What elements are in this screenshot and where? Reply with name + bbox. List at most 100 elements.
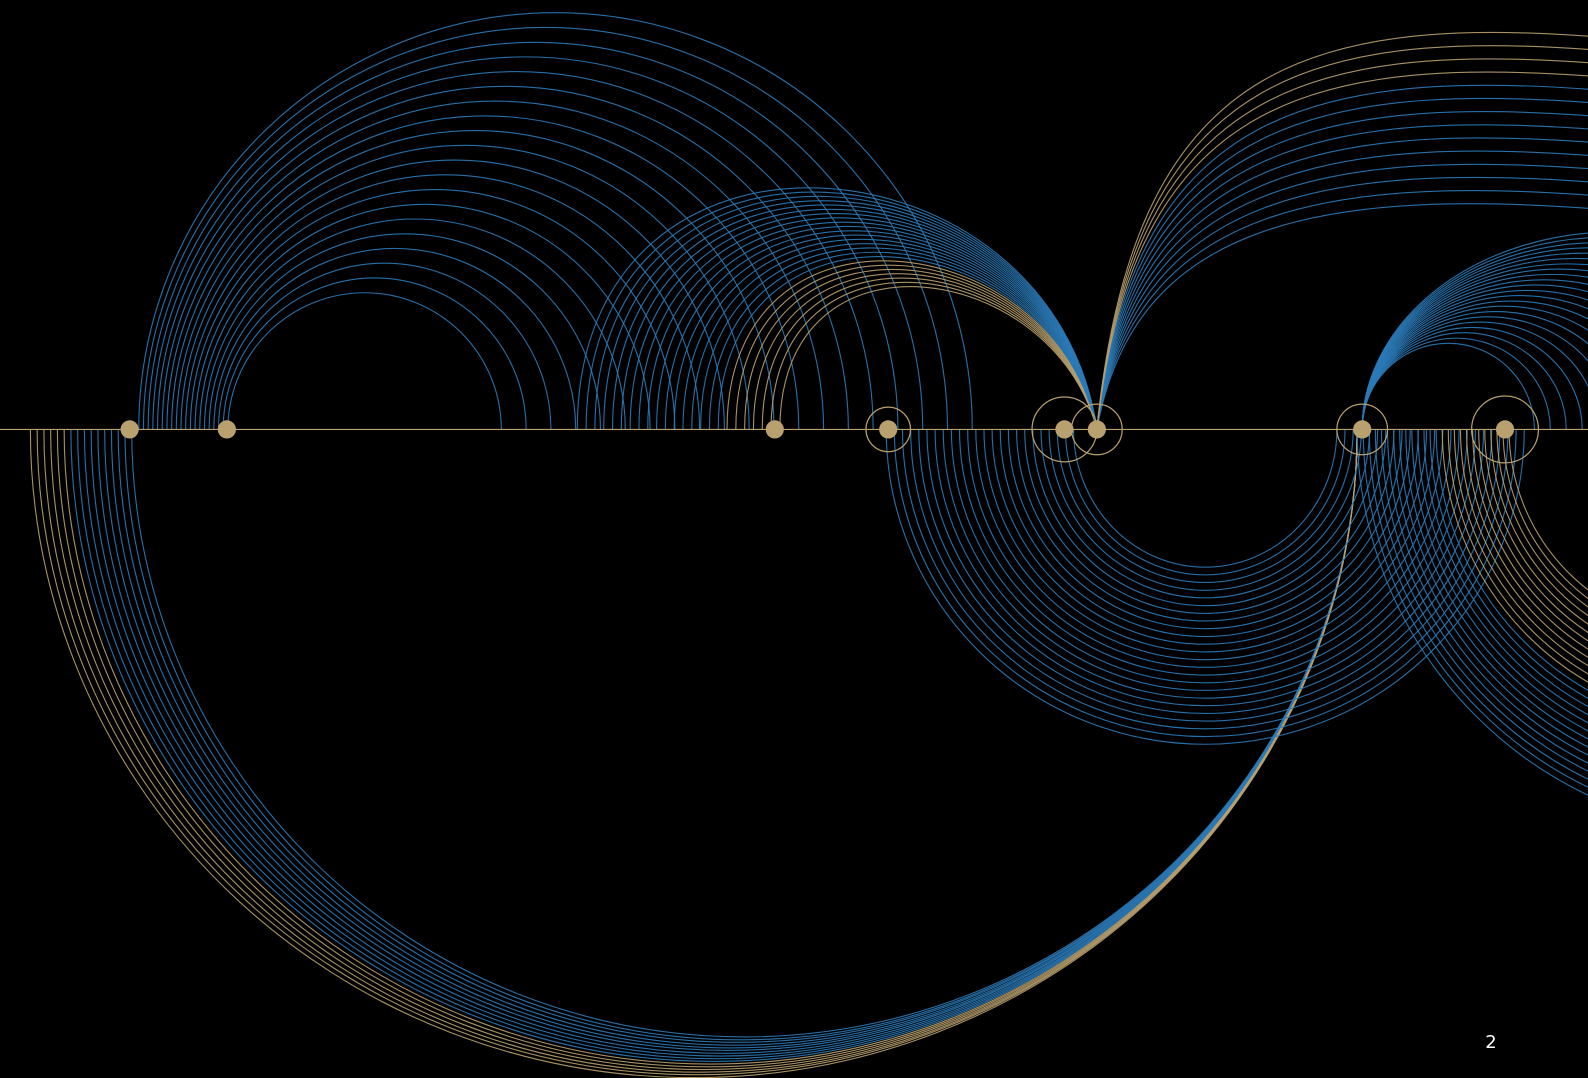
arc — [726, 260, 1098, 430]
arc — [1096, 150, 1588, 430]
dot — [1353, 420, 1372, 439]
arc — [1096, 97, 1588, 430]
arc — [1361, 273, 1588, 430]
arc — [918, 429, 1493, 715]
arc — [203, 218, 626, 430]
arc — [629, 213, 1098, 430]
arc — [638, 217, 1098, 430]
arc — [1073, 429, 1338, 568]
arc — [717, 256, 1098, 430]
page-number: 2 — [1485, 1032, 1496, 1053]
arc — [735, 264, 1098, 430]
arc — [1411, 429, 1588, 724]
arc — [222, 277, 527, 430]
arc — [1361, 257, 1588, 430]
arc — [1361, 237, 1588, 430]
arc — [983, 429, 1428, 653]
arc — [171, 115, 800, 430]
arc — [1393, 429, 1588, 748]
arc — [1417, 429, 1588, 716]
arc — [779, 286, 1098, 430]
arc — [761, 277, 1098, 430]
arc — [594, 195, 1098, 430]
arc — [682, 238, 1098, 430]
dot — [1055, 420, 1074, 439]
arc — [1465, 429, 1588, 650]
arc — [1508, 429, 1588, 591]
arc — [166, 100, 825, 430]
dot — [879, 420, 898, 439]
arc — [152, 56, 899, 430]
arc — [1096, 84, 1588, 430]
arc — [213, 248, 577, 430]
arc — [885, 429, 1525, 745]
arc — [1096, 203, 1588, 430]
arc — [1362, 429, 1588, 788]
arc — [1374, 429, 1588, 772]
arc — [1096, 190, 1588, 430]
arc — [1429, 429, 1588, 699]
arc — [1361, 290, 1588, 430]
arc — [1096, 124, 1588, 430]
arc — [1096, 137, 1588, 430]
arc — [1361, 268, 1588, 430]
dot — [1087, 420, 1106, 439]
arc — [161, 85, 849, 430]
arc — [691, 243, 1098, 430]
arc — [1502, 429, 1588, 600]
arc — [1386, 429, 1588, 756]
arc — [180, 144, 750, 430]
ring — [1470, 395, 1540, 464]
arc — [217, 262, 552, 430]
arc — [1484, 429, 1588, 625]
arc — [1399, 429, 1588, 740]
arc — [1096, 176, 1588, 430]
arc — [1472, 429, 1588, 642]
arc — [1361, 232, 1588, 430]
arc — [1096, 163, 1588, 430]
arc — [1361, 242, 1588, 430]
arc — [1478, 429, 1588, 633]
arc — [185, 160, 725, 430]
decorative-arcs — [29, 12, 1588, 1078]
arc — [1496, 429, 1588, 608]
arc — [664, 230, 1098, 430]
arc — [1447, 429, 1588, 675]
arc — [958, 429, 1452, 676]
arc — [175, 130, 775, 430]
arc — [156, 71, 874, 430]
arc — [1453, 429, 1588, 667]
dot — [120, 420, 139, 439]
arc — [1435, 429, 1588, 691]
arc — [967, 429, 1444, 668]
ring — [1336, 403, 1389, 456]
arc — [647, 221, 1098, 430]
arc — [1368, 429, 1588, 780]
axis-points — [0, 395, 1588, 464]
arc — [208, 233, 602, 430]
arc — [942, 429, 1468, 692]
arc — [1361, 301, 1588, 430]
arc — [1096, 110, 1588, 430]
arc — [1361, 284, 1588, 430]
arc — [620, 208, 1098, 430]
ring — [865, 406, 912, 453]
arc — [999, 429, 1411, 637]
arc — [893, 429, 1517, 738]
arc — [142, 26, 949, 430]
dot — [1495, 420, 1515, 439]
arc — [752, 273, 1098, 430]
arc — [1361, 327, 1583, 430]
arc — [189, 174, 701, 430]
arc — [194, 189, 676, 430]
arc — [1361, 253, 1588, 430]
arc — [1459, 429, 1588, 658]
dot — [765, 420, 784, 439]
arc — [770, 281, 1098, 430]
arc — [36, 429, 1358, 1075]
arc — [576, 187, 1098, 430]
arc — [1361, 279, 1588, 430]
